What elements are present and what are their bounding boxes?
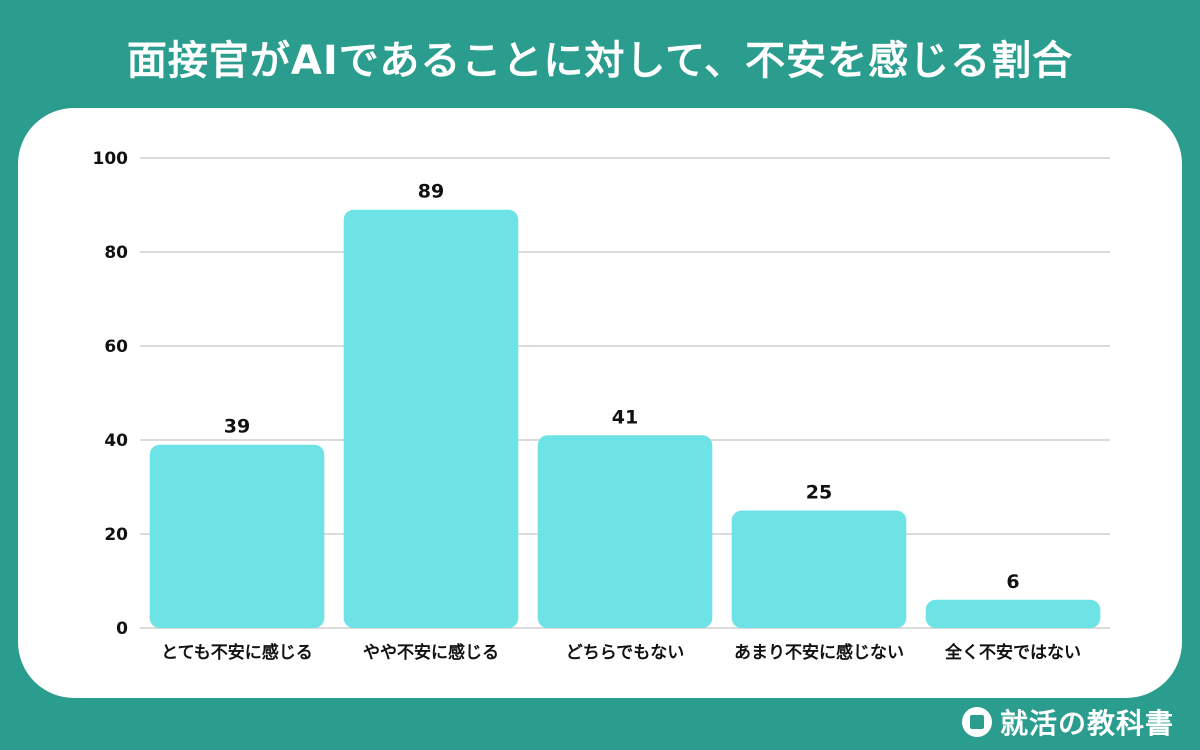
bar-value-label: 41 bbox=[612, 406, 638, 428]
x-category-label: 全く不安ではない bbox=[944, 642, 1081, 663]
chart-card: 0 20 40 60 80 100 39 とても不安に感じる 89 やや不安に感じる 41 どちらでも… bbox=[18, 108, 1182, 698]
chart-title: 面接官がAIであることに対して、不安を感じる割合 bbox=[126, 38, 1074, 84]
x-category-label: やや不安に感じる bbox=[363, 642, 499, 663]
bar bbox=[149, 444, 325, 628]
bar bbox=[731, 510, 907, 628]
brand-name: 就活の教科書 bbox=[999, 707, 1174, 740]
book-icon bbox=[961, 707, 992, 737]
y-tick-label: 0 bbox=[116, 619, 128, 639]
bar-value-label: 6 bbox=[1006, 571, 1019, 593]
bar-value-label: 25 bbox=[806, 482, 832, 504]
y-tick-label: 40 bbox=[104, 431, 128, 451]
bar-chart: 0 20 40 60 80 100 39 とても不安に感じる 89 やや不安に感じる 41 どちらでも… bbox=[93, 149, 1110, 663]
bar-value-label: 39 bbox=[224, 416, 250, 438]
brand-logo: 就活の教科書 bbox=[961, 704, 1174, 740]
x-category-label: とても不安に感じる bbox=[161, 642, 313, 663]
bar-value-label: 89 bbox=[418, 181, 444, 203]
bar bbox=[537, 435, 713, 628]
x-category-label: どちらでもない bbox=[566, 643, 685, 663]
bar bbox=[925, 599, 1101, 628]
y-tick-label: 20 bbox=[104, 525, 128, 545]
x-category-label: あまり不安に感じない bbox=[734, 642, 904, 663]
y-tick-label: 80 bbox=[104, 243, 128, 263]
y-tick-label: 60 bbox=[104, 337, 128, 357]
y-tick-label: 100 bbox=[93, 149, 129, 169]
bar bbox=[343, 209, 519, 628]
